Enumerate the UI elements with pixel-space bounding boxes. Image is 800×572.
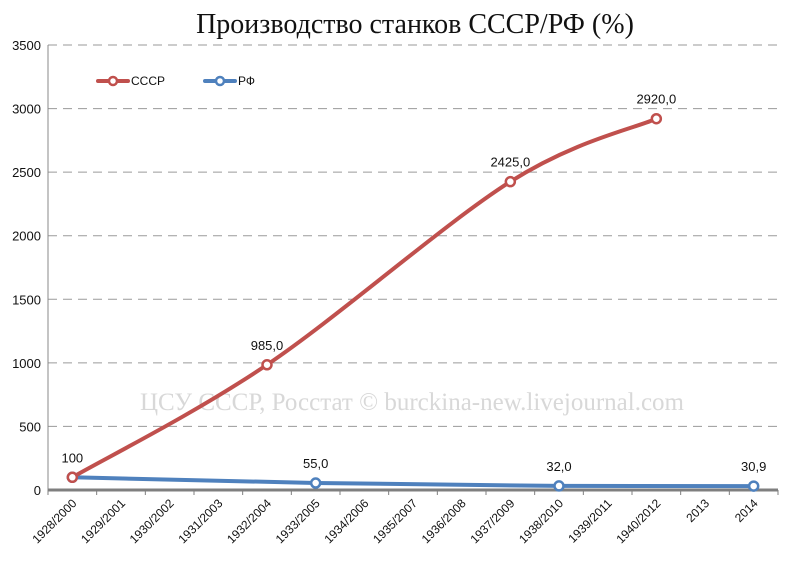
- y-tick-label: 500: [19, 419, 41, 434]
- series-line-rf: [70, 475, 756, 489]
- data-point-ussr: [66, 471, 79, 484]
- data-label-rf: 55,0: [303, 456, 328, 471]
- chart-title: Производство станков СССР/РФ (%): [196, 9, 634, 40]
- y-tick-label: 1000: [12, 356, 41, 371]
- y-tick-label: 0: [34, 483, 41, 498]
- data-label-rf: 30,9: [741, 459, 766, 474]
- y-axis: 0 500 1000 1500 2000 2500 3000 3500: [12, 38, 49, 498]
- series-group: 55,0 32,0 30,9 100 985,0 2425,0 2920,0: [61, 92, 766, 492]
- legend-label-rf: РФ: [238, 74, 255, 88]
- x-axis: 1928/20001929/20011930/20021931/20031932…: [29, 488, 779, 546]
- x-tick-label: 1931/2003: [175, 496, 225, 546]
- data-point-rf: [553, 480, 565, 492]
- x-tick-label: 1934/2006: [321, 496, 371, 546]
- y-tick-label: 2500: [12, 165, 41, 180]
- x-tick-label: 2014: [732, 496, 761, 525]
- data-point-ussr: [650, 112, 663, 125]
- x-tick-label: 1930/2002: [127, 496, 177, 546]
- watermark: ЦСУ СССР, Росстат © burckina-new.livejou…: [140, 389, 685, 416]
- data-label-ussr: 985,0: [251, 338, 284, 353]
- data-point-rf: [747, 480, 760, 492]
- y-tick-label: 3000: [12, 102, 41, 117]
- data-label-rf: 32,0: [546, 459, 571, 474]
- legend-marker-ussr: [107, 75, 119, 87]
- x-tick-label: 1940/2012: [613, 496, 663, 546]
- data-label-ussr: 2425,0: [490, 155, 530, 170]
- y-tick-label: 3500: [12, 38, 41, 53]
- x-tick-label: 1939/2011: [565, 496, 615, 546]
- data-point-ussr: [504, 175, 517, 188]
- grid: [48, 44, 778, 427]
- series-line-ussr: [70, 116, 659, 480]
- data-label-ussr: 100: [61, 450, 83, 465]
- legend: СССР РФ: [96, 74, 255, 88]
- data-point-ussr: [261, 359, 273, 371]
- x-tick-label: 1928/2000: [29, 496, 79, 546]
- legend-marker-rf: [214, 75, 226, 87]
- x-tick-label: 1937/2009: [467, 496, 517, 546]
- x-tick-label: 1929/2001: [78, 496, 128, 546]
- x-tick-label: 1936/2008: [419, 496, 469, 546]
- data-point-rf: [309, 477, 322, 489]
- y-tick-label: 2000: [12, 229, 41, 244]
- legend-label-ussr: СССР: [131, 74, 165, 88]
- x-tick-label: 1933/2005: [273, 496, 323, 546]
- x-tick-label: 1935/2007: [370, 496, 420, 546]
- x-tick-label: 1938/2010: [516, 496, 566, 546]
- x-tick-label: 1932/2004: [224, 496, 274, 546]
- x-tick-label: 2013: [683, 496, 712, 525]
- data-label-ussr: 2920,0: [636, 92, 676, 107]
- y-tick-label: 1500: [12, 292, 41, 307]
